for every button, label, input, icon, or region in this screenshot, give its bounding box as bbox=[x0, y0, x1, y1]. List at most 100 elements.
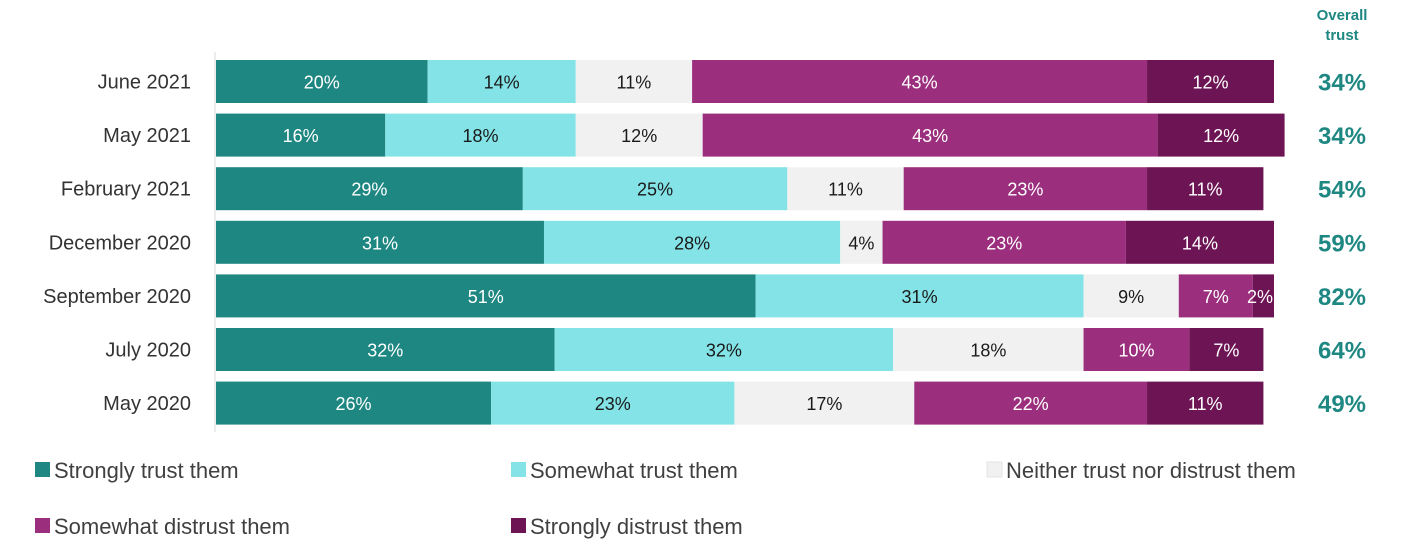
bar-segment-strongly-trust-them bbox=[216, 381, 492, 425]
bar-segment-somewhat-distrust-them bbox=[903, 167, 1148, 211]
legend-label: Somewhat distrust them bbox=[54, 514, 290, 539]
category-label: December 2020 bbox=[49, 232, 191, 254]
data-label: 10% bbox=[1118, 341, 1154, 361]
data-label: 11% bbox=[828, 180, 863, 200]
overall-trust-value: 64% bbox=[1318, 338, 1366, 365]
data-label: 22% bbox=[1013, 394, 1049, 414]
bar-row-may-2020: May 2020 26% 23% 17% 22% 11% 49% bbox=[103, 381, 1366, 425]
bar-segment-neither-trust-nor-distrust-them bbox=[1083, 274, 1179, 318]
legend-label: Strongly trust them bbox=[54, 458, 239, 483]
category-label: July 2020 bbox=[105, 340, 191, 362]
bar-segment-strongly-distrust-them bbox=[1147, 381, 1264, 425]
category-label: June 2021 bbox=[98, 72, 191, 94]
bar-row-september-2020: September 2020 51% 31% 9% 7% 2% 82% bbox=[43, 274, 1366, 318]
bar-segment-neither-trust-nor-distrust-them bbox=[893, 328, 1084, 371]
data-label: 31% bbox=[902, 287, 938, 307]
data-label: 31% bbox=[362, 233, 398, 253]
bar-segment-somewhat-trust-them bbox=[427, 60, 576, 103]
overall-trust-value: 34% bbox=[1318, 70, 1366, 97]
data-label: 7% bbox=[1213, 341, 1239, 361]
data-label: 7% bbox=[1203, 287, 1229, 307]
bar-segment-strongly-trust-them bbox=[216, 328, 555, 371]
bar-segment-strongly-trust-them bbox=[216, 167, 523, 211]
data-label: 23% bbox=[595, 394, 631, 414]
data-label: 14% bbox=[484, 73, 520, 93]
legend: Strongly trust them Somewhat trust them Ne… bbox=[35, 458, 1296, 539]
data-label: 11% bbox=[1188, 394, 1223, 414]
legend-swatch bbox=[986, 461, 1003, 478]
bar-row-may-2021: May 2021 16% 18% 12% 43% 12% 34% bbox=[103, 113, 1366, 157]
bar-row-july-2020: July 2020 32% 32% 18% 10% 7% 64% bbox=[105, 328, 1366, 371]
bar-segment-somewhat-distrust-them bbox=[882, 220, 1126, 264]
data-label: 43% bbox=[902, 73, 938, 93]
bar-segment-neither-trust-nor-distrust-them bbox=[734, 381, 915, 425]
bar-segment-neither-trust-nor-distrust-them bbox=[575, 60, 693, 103]
overall-trust-value: 54% bbox=[1318, 177, 1366, 204]
legend-swatch bbox=[35, 518, 50, 533]
overall-trust-value: 49% bbox=[1318, 391, 1366, 418]
legend-item-strongly-trust-them: Strongly trust them bbox=[35, 458, 239, 483]
legend-item-somewhat-trust-them: Somewhat trust them bbox=[511, 458, 738, 483]
data-label: 32% bbox=[706, 341, 742, 361]
data-label: 23% bbox=[986, 233, 1022, 253]
data-label: 2% bbox=[1247, 287, 1273, 307]
legend-item-neither-trust-nor-distrust-them: Neither trust nor distrust them bbox=[986, 458, 1296, 483]
data-label: 28% bbox=[674, 233, 710, 253]
bar-segment-neither-trust-nor-distrust-them bbox=[787, 167, 904, 211]
data-label: 4% bbox=[848, 233, 874, 253]
data-label: 14% bbox=[1182, 233, 1218, 253]
bar-segment-somewhat-trust-them bbox=[522, 167, 788, 211]
bar-segment-somewhat-distrust-them bbox=[702, 113, 1158, 157]
category-label: May 2020 bbox=[103, 393, 191, 415]
bar-segment-somewhat-trust-them bbox=[554, 328, 894, 371]
data-label: 11% bbox=[1188, 180, 1223, 200]
bar-segment-somewhat-trust-them bbox=[491, 381, 735, 425]
data-label: 17% bbox=[806, 394, 842, 414]
legend-swatch bbox=[511, 462, 526, 477]
bar-segment-strongly-distrust-them bbox=[1252, 274, 1274, 318]
data-label: 11% bbox=[617, 73, 652, 93]
legend-swatch bbox=[511, 518, 526, 533]
bar-row-december-2020: December 2020 31% 28% 4% 23% 14% 59% bbox=[49, 220, 1366, 264]
data-label: 9% bbox=[1118, 287, 1144, 307]
legend-item-strongly-distrust-them: Strongly distrust them bbox=[511, 514, 743, 539]
bar-segment-strongly-distrust-them bbox=[1147, 60, 1274, 103]
bar-segment-neither-trust-nor-distrust-them bbox=[575, 113, 703, 157]
data-label: 26% bbox=[336, 394, 372, 414]
overall-trust-header-line-1: Overall bbox=[1317, 7, 1368, 24]
bar-segment-strongly-trust-them bbox=[216, 220, 544, 264]
bar-segment-strongly-trust-them bbox=[216, 274, 756, 318]
data-label: 20% bbox=[304, 73, 340, 93]
bar-segment-strongly-distrust-them bbox=[1125, 220, 1274, 264]
data-label: 23% bbox=[1007, 180, 1043, 200]
data-label: 29% bbox=[351, 180, 387, 200]
data-label: 32% bbox=[367, 341, 403, 361]
data-label: 25% bbox=[637, 180, 673, 200]
bar-row-june-2021: June 2021 20% 14% 11% 43% 12% 34% bbox=[98, 60, 1366, 103]
bar-segment-somewhat-distrust-them bbox=[914, 381, 1148, 425]
bar-segment-strongly-distrust-them bbox=[1189, 328, 1264, 371]
legend-item-somewhat-distrust-them: Somewhat distrust them bbox=[35, 514, 290, 539]
bar-row-february-2021: February 2021 29% 25% 11% 23% 11% 54% bbox=[61, 167, 1366, 211]
bar-segment-somewhat-trust-them bbox=[543, 220, 841, 264]
bar-rows: June 2021 20% 14% 11% 43% 12% 34% May 2021 16% 18… bbox=[43, 60, 1366, 425]
bar-segment-neither-trust-nor-distrust-them bbox=[840, 220, 883, 264]
legend-label: Somewhat trust them bbox=[530, 458, 738, 483]
bar-segment-strongly-trust-them bbox=[216, 60, 428, 103]
bar-segment-somewhat-distrust-them bbox=[1083, 328, 1190, 371]
bar-segment-somewhat-distrust-them bbox=[1178, 274, 1253, 318]
category-label: May 2021 bbox=[103, 125, 191, 147]
legend-swatch bbox=[35, 462, 50, 477]
bar-segment-strongly-distrust-them bbox=[1157, 113, 1285, 157]
data-label: 12% bbox=[621, 126, 657, 146]
data-label: 18% bbox=[970, 341, 1006, 361]
data-label: 18% bbox=[462, 126, 498, 146]
data-label: 16% bbox=[283, 126, 319, 146]
overall-trust-value: 82% bbox=[1318, 284, 1366, 311]
data-label: 51% bbox=[468, 287, 504, 307]
bar-segment-somewhat-trust-them bbox=[755, 274, 1084, 318]
bar-segment-somewhat-trust-them bbox=[385, 113, 576, 157]
data-label: 43% bbox=[912, 126, 948, 146]
overall-trust-header: Overall trust bbox=[1317, 7, 1368, 44]
